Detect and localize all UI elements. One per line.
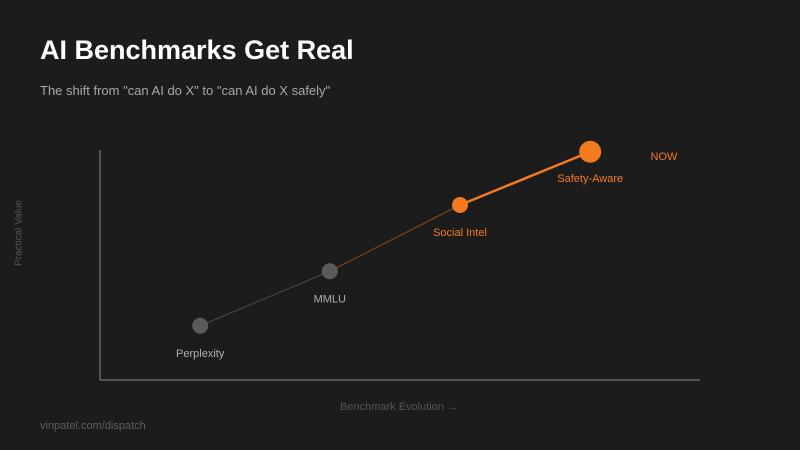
page-title: AI Benchmarks Get Real bbox=[40, 35, 354, 65]
data-point-label: Perplexity bbox=[176, 348, 225, 360]
data-point-label: Social Intel bbox=[433, 227, 487, 239]
page-subtitle: The shift from "can AI do X" to "can AI … bbox=[40, 83, 331, 98]
data-point bbox=[579, 140, 602, 163]
data-point bbox=[452, 197, 468, 213]
y-axis-label: Practical Value bbox=[14, 200, 25, 266]
data-point-label: Safety-Aware bbox=[557, 173, 623, 185]
data-point bbox=[192, 317, 209, 334]
data-point bbox=[321, 263, 338, 280]
footer-source: vinpatel.com/dispatch bbox=[40, 420, 146, 432]
series-line-segment bbox=[199, 270, 331, 327]
now-annotation: NOW bbox=[651, 151, 679, 163]
series-line-segment bbox=[329, 204, 461, 272]
x-axis-label: Benchmark Evolution → bbox=[340, 401, 458, 413]
series-line-segment bbox=[458, 150, 592, 207]
data-point-label: MMLU bbox=[314, 293, 346, 305]
